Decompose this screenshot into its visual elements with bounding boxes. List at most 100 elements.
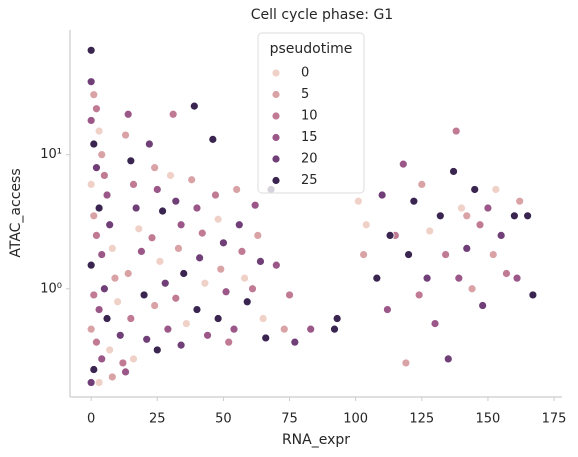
point [102, 314, 112, 323]
point [256, 257, 265, 266]
point [176, 220, 186, 230]
point [232, 185, 242, 194]
x-tick-label: 100 [343, 412, 368, 427]
point [89, 365, 99, 374]
point [192, 305, 202, 314]
point [147, 233, 157, 243]
point [478, 301, 488, 310]
point [99, 171, 109, 180]
point [86, 260, 96, 270]
point [250, 200, 260, 210]
point [306, 324, 316, 334]
point [398, 159, 408, 169]
point [123, 269, 133, 278]
point [404, 250, 413, 259]
point [261, 333, 271, 343]
point [94, 378, 104, 387]
point [131, 203, 141, 213]
legend-label: 20 [301, 152, 318, 167]
point [150, 163, 160, 173]
point [372, 273, 382, 283]
point [92, 337, 101, 347]
point [237, 246, 247, 256]
point [285, 290, 294, 300]
point [152, 345, 162, 355]
point [92, 163, 101, 173]
point [139, 290, 149, 300]
point [97, 150, 107, 160]
point [110, 273, 120, 283]
point [409, 196, 419, 206]
point [97, 354, 107, 364]
point [179, 269, 189, 278]
point [92, 231, 101, 240]
point [353, 196, 363, 206]
point [107, 244, 117, 253]
point [197, 228, 207, 238]
point [121, 130, 130, 140]
point [213, 214, 223, 224]
point [86, 180, 96, 189]
point [401, 358, 411, 368]
x-tick-label: 0 [87, 412, 95, 427]
point [89, 90, 99, 100]
point [242, 297, 252, 307]
point [509, 211, 519, 221]
point [211, 190, 220, 200]
point [488, 250, 498, 259]
point [383, 305, 392, 314]
legend-title: pseudotime [270, 41, 353, 57]
point [470, 185, 480, 194]
point [102, 190, 112, 200]
point [126, 156, 136, 166]
point [105, 220, 115, 230]
point [240, 273, 249, 283]
point [92, 104, 101, 114]
legend-marker [271, 68, 281, 78]
x-tick-label: 150 [476, 412, 501, 427]
legend-marker [271, 111, 281, 121]
point [89, 211, 99, 221]
point [528, 290, 538, 300]
point [271, 260, 281, 270]
point [115, 330, 125, 340]
point [166, 171, 175, 180]
point [229, 324, 239, 334]
chart-title: Cell cycle phase: G1 [251, 7, 393, 23]
point [221, 287, 231, 297]
x-axis-label: RNA_expr [282, 432, 350, 448]
x-tick-label: 75 [281, 412, 298, 427]
legend-marker [271, 90, 281, 99]
point [462, 211, 472, 221]
x-tick-label: 25 [149, 412, 166, 427]
point [483, 203, 493, 213]
point [155, 257, 165, 266]
point [181, 319, 191, 329]
point [86, 324, 96, 334]
legend-box [257, 32, 365, 194]
point [449, 167, 458, 176]
point [435, 211, 445, 221]
point [443, 354, 453, 364]
point [89, 290, 99, 300]
x-tick-label: 175 [542, 412, 567, 427]
point [107, 372, 117, 382]
point [126, 314, 136, 323]
point [441, 250, 451, 259]
point [171, 293, 181, 303]
point [462, 244, 472, 253]
point [330, 324, 339, 334]
point [113, 297, 123, 307]
point [454, 273, 464, 283]
point [134, 224, 144, 234]
point [86, 116, 96, 125]
point [385, 231, 395, 240]
legend-label: 25 [301, 173, 318, 188]
point [253, 231, 263, 240]
point [425, 226, 435, 236]
point [105, 345, 115, 355]
point [457, 203, 466, 213]
legend-label: 0 [301, 66, 309, 81]
point [94, 305, 104, 314]
